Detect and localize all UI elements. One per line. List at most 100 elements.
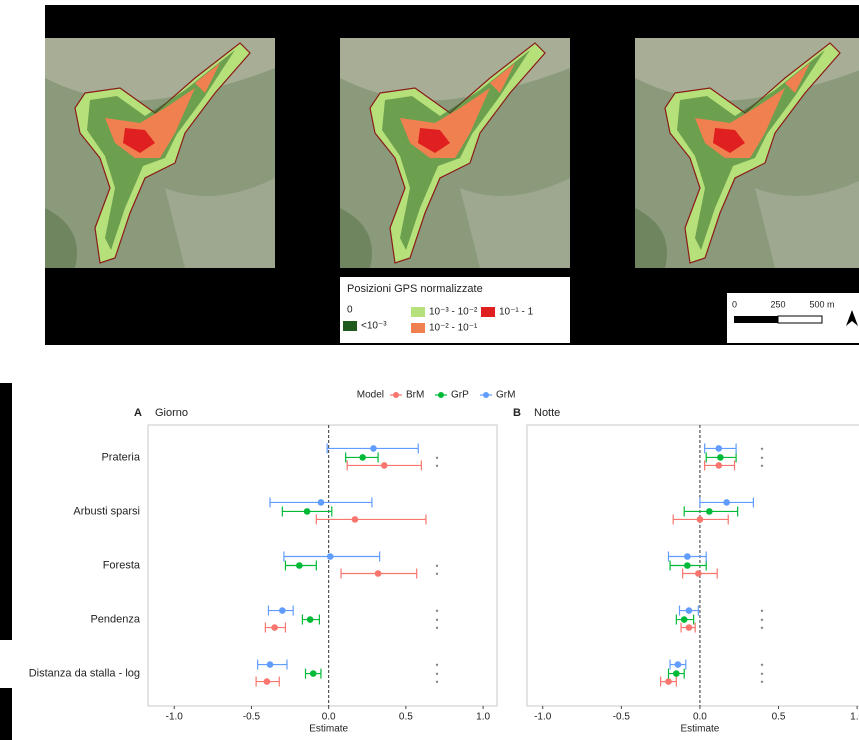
legend-key (438, 392, 444, 398)
significance: * (436, 609, 439, 616)
x-tick-label: 1.0 (850, 712, 859, 723)
significance: * (436, 456, 439, 463)
category-label: Distanza da stalla - log (29, 667, 140, 679)
x-tick-label: 0.0 (693, 712, 707, 723)
legend-label: 10⁻² - 10⁻¹ (429, 323, 478, 334)
significance: * (436, 672, 439, 679)
point (715, 445, 722, 452)
legend-label: GrM (496, 390, 515, 401)
significance: * (436, 626, 439, 633)
point (318, 499, 325, 506)
point (359, 454, 366, 461)
x-tick-label: -0.5 (243, 712, 261, 723)
point (375, 570, 382, 577)
x-tick-label: 0.5 (772, 712, 786, 723)
legend-swatch (481, 307, 495, 317)
legend-title: Model (357, 390, 384, 401)
point (296, 562, 303, 569)
significance: * (761, 680, 764, 687)
point (681, 616, 688, 623)
legend-key (483, 392, 489, 398)
panel-tag: B (513, 407, 521, 419)
scalebar-white (778, 316, 822, 323)
page: Posizioni GPS normalizzate 0 <10⁻³ 10⁻³ - … (0, 0, 859, 740)
legend-label: 10⁻¹ - 1 (499, 307, 534, 318)
point (686, 607, 693, 614)
point (271, 624, 278, 631)
point (684, 553, 691, 560)
legend-label: <10⁻³ (361, 321, 387, 332)
error-bar (316, 514, 426, 524)
point (279, 607, 286, 614)
significance: * (761, 464, 764, 471)
significance: * (761, 663, 764, 670)
point (673, 670, 680, 677)
point (352, 516, 359, 523)
x-tick-label: 0.0 (322, 712, 336, 723)
category-label: Pendenza (90, 613, 140, 625)
point (697, 516, 704, 523)
panel-frame (148, 425, 497, 706)
x-axis-label: Estimate (680, 724, 719, 735)
point (665, 678, 672, 685)
significance: * (761, 609, 764, 616)
significance: * (761, 672, 764, 679)
legend-label: 0 (347, 305, 353, 316)
panel-title: Giorno (155, 407, 188, 419)
point (723, 499, 730, 506)
point (715, 462, 722, 469)
legend-label: BrM (406, 390, 424, 401)
side-bar (0, 383, 12, 640)
map-legend-title: Posizioni GPS normalizzate (347, 283, 483, 295)
panel-tag: A (134, 407, 142, 419)
x-tick-label: -1.0 (534, 712, 552, 723)
significance: * (436, 564, 439, 571)
legend-label: 10⁻³ - 10⁻² (429, 307, 478, 318)
map-day (45, 38, 275, 268)
point (267, 661, 274, 668)
legend-swatch (411, 307, 425, 317)
point (717, 454, 724, 461)
point (381, 462, 388, 469)
point (327, 553, 334, 560)
point (304, 508, 311, 515)
significance: * (436, 663, 439, 670)
x-axis-label: Estimate (309, 724, 348, 735)
category-label: Prateria (101, 451, 140, 463)
scalebar-label: 250 (770, 299, 785, 309)
legend-swatch (343, 321, 357, 331)
x-tick-label: -1.0 (166, 712, 184, 723)
scalebar-label: 500 m (809, 299, 834, 309)
x-tick-label: 0.5 (399, 712, 413, 723)
significance: * (761, 456, 764, 463)
point (684, 562, 691, 569)
x-tick-label: -0.5 (613, 712, 631, 723)
map-all (635, 38, 859, 268)
category-label: Arbusti sparsi (73, 505, 140, 517)
panel-title: Notte (534, 407, 560, 419)
point (695, 570, 702, 577)
scalebar-label: 0 (732, 299, 737, 309)
figure: Posizioni GPS normalizzate 0 <10⁻³ 10⁻³ - … (0, 0, 859, 740)
significance: * (761, 626, 764, 633)
point (686, 624, 693, 631)
significance: * (436, 680, 439, 687)
significance: * (436, 618, 439, 625)
point (675, 661, 682, 668)
x-tick-label: 1.0 (476, 712, 490, 723)
significance: * (436, 464, 439, 471)
point (706, 508, 713, 515)
point (370, 445, 377, 452)
significance: * (761, 618, 764, 625)
legend-key (393, 392, 399, 398)
legend-swatch (411, 323, 425, 333)
point (307, 616, 314, 623)
significance: * (761, 447, 764, 454)
scalebar-black (734, 316, 778, 323)
side-bar (0, 688, 12, 740)
map-night (340, 38, 570, 268)
significance: * (436, 572, 439, 579)
point (310, 670, 317, 677)
category-label: Foresta (103, 559, 141, 571)
